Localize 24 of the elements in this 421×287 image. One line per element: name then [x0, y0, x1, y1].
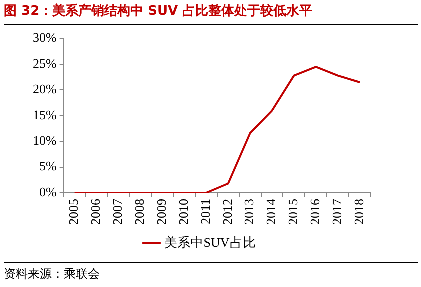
- x-tick-label: 2016: [308, 198, 323, 225]
- y-tick-label: 20%: [32, 82, 57, 97]
- legend-label: 美系中SUV占比: [164, 234, 256, 250]
- x-tick-label: 2010: [176, 199, 191, 225]
- y-tick-label: 30%: [32, 30, 57, 46]
- x-tick-label: 2018: [351, 199, 366, 225]
- x-tick-label: 2015: [286, 199, 301, 225]
- x-tick-label: 2011: [198, 199, 213, 225]
- x-tick-label: 2013: [242, 199, 257, 225]
- y-tick-label: 15%: [32, 107, 57, 122]
- x-tick-label: 2006: [88, 198, 104, 225]
- x-tick-label: 2005: [66, 199, 82, 225]
- x-tick-label: 2014: [264, 198, 279, 225]
- x-tick-label: 2007: [110, 198, 126, 225]
- y-tick-label: 0%: [39, 184, 57, 200]
- x-tick-label: 2012: [220, 199, 235, 225]
- y-tick-label: 10%: [32, 133, 57, 148]
- x-tick-label: 2008: [132, 199, 148, 225]
- y-tick-label: 5%: [39, 158, 57, 174]
- x-tick-label: 2017: [330, 198, 345, 225]
- y-tick-label: 25%: [32, 56, 57, 71]
- chart-title: 图 32：美系产销结构中 SUV 占比整体处于较低水平: [4, 2, 313, 20]
- x-tick-label: 2009: [154, 199, 169, 225]
- text: 资料来源：乘联会: [4, 266, 100, 283]
